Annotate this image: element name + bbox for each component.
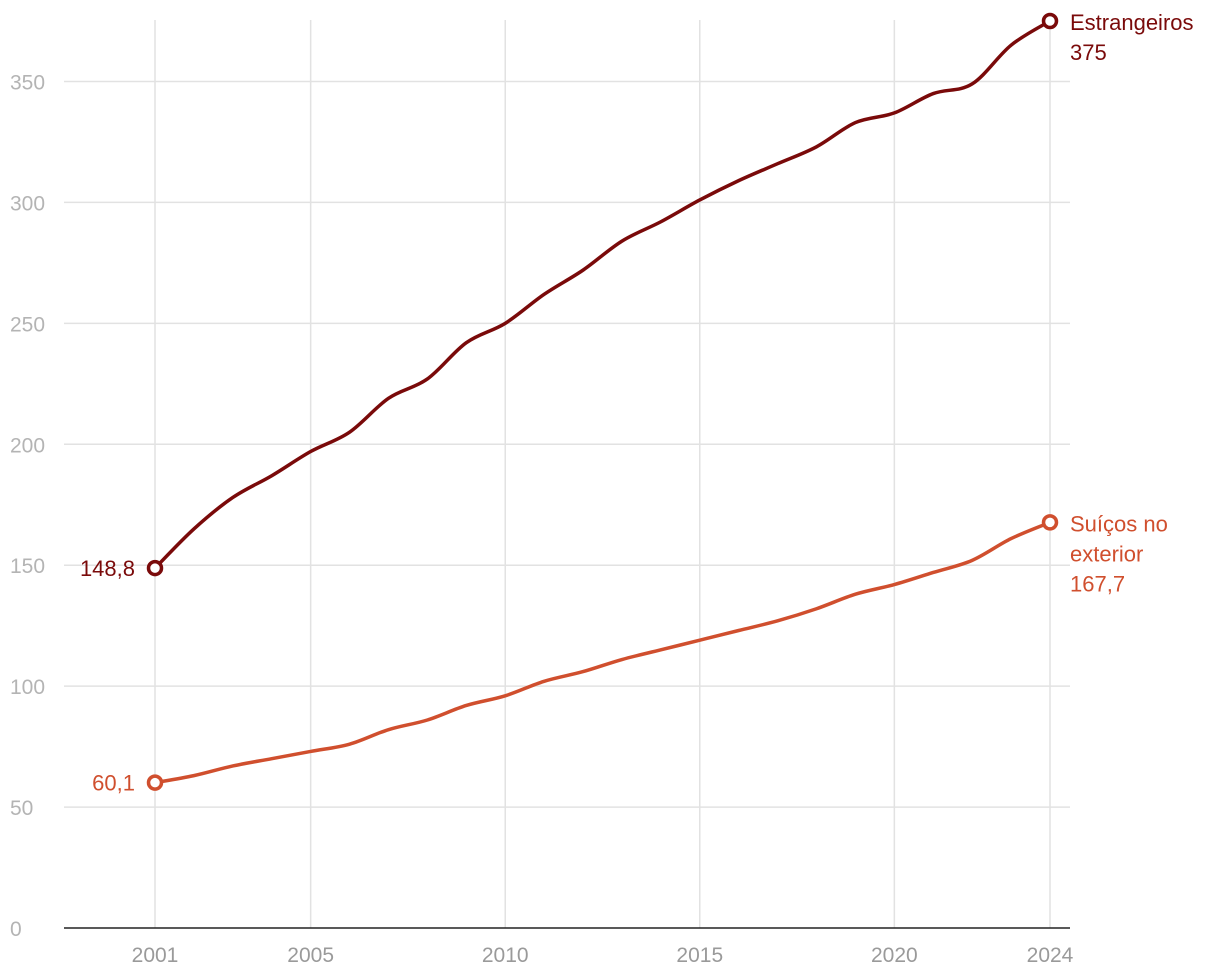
series-estrangeiros-name-label: Estrangeiros (1070, 10, 1194, 35)
series-layer: 148,8 Estrangeiros 375 60,1 Suíços no exterio… (80, 10, 1194, 796)
x-tick-label-2005: 2005 (287, 944, 334, 967)
x-tick-label-2024: 2024 (1027, 944, 1074, 967)
y-axis-tick-labels: 0 50 100 150 200 250 300 350 (10, 71, 45, 941)
horizontal-gridlines (64, 80, 1070, 808)
y-tick-label-300: 300 (10, 192, 45, 215)
series-suicos-no-exterior-start-marker (146, 774, 164, 791)
series-estrangeiros-start-value-label: 148,8 (80, 556, 135, 581)
series-suicos-no-exterior-line (153, 520, 1052, 785)
series-estrangeiros-end-marker (1041, 12, 1059, 30)
vertical-gridlines (154, 20, 1051, 928)
y-tick-label-350: 350 (10, 71, 45, 94)
series-suicos-no-exterior: 60,1 Suíços no exterior 167,7 (92, 511, 1168, 795)
series-suicos-no-exterior-start-value-label: 60,1 (92, 771, 135, 796)
x-tick-label-2010: 2010 (482, 944, 529, 967)
series-estrangeiros-line (153, 19, 1052, 570)
series-suicos-no-exterior-end-marker (1041, 514, 1059, 531)
y-tick-label-50: 50 (10, 797, 33, 820)
y-tick-label-200: 200 (10, 434, 45, 457)
series-estrangeiros-end-value-label: 375 (1070, 40, 1107, 65)
series-estrangeiros-start-marker (146, 559, 164, 577)
y-tick-label-0: 0 (10, 918, 22, 941)
x-tick-label-2015: 2015 (676, 944, 723, 967)
y-tick-label-100: 100 (10, 676, 45, 699)
x-axis-tick-labels: 2001 2005 2010 2015 2020 2024 (132, 944, 1074, 967)
series-suicos-no-exterior-name-label: Suíços no exterior (1070, 511, 1168, 566)
y-tick-label-250: 250 (10, 313, 45, 336)
y-tick-label-150: 150 (10, 555, 45, 578)
x-tick-label-2001: 2001 (132, 944, 179, 967)
series-suicos-no-exterior-end-value-label: 167,7 (1070, 571, 1125, 596)
x-tick-label-2020: 2020 (871, 944, 918, 967)
series-estrangeiros: 148,8 Estrangeiros 375 (80, 10, 1194, 581)
